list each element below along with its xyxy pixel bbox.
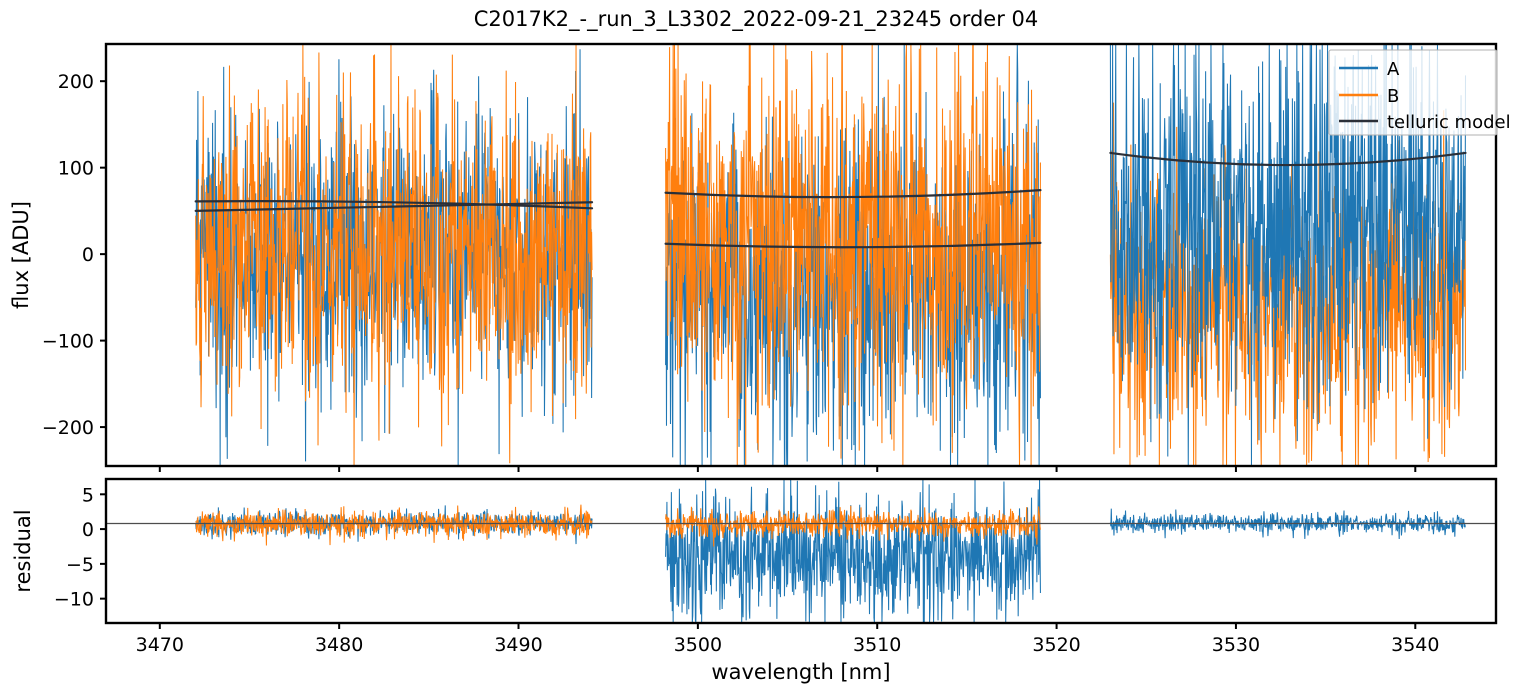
telluric-A bbox=[1109, 151, 1467, 167]
flux-segment-1-b bbox=[195, 44, 593, 466]
telluric-A bbox=[664, 241, 1042, 249]
telluric-B bbox=[194, 201, 594, 212]
x-tick-label-3470: 3470 bbox=[136, 634, 184, 656]
series-trace-a bbox=[1109, 508, 1466, 540]
flux-axis-label: flux [ADU] bbox=[9, 201, 33, 309]
y-tick-label-flux--200: −200 bbox=[42, 417, 94, 439]
y-tick-label-flux-0: 0 bbox=[82, 244, 94, 266]
x-tick-label-3480: 3480 bbox=[315, 634, 363, 656]
legend-label-a: A bbox=[1387, 59, 1400, 80]
y-tick-label-residual--10: −10 bbox=[54, 589, 94, 611]
legend-background bbox=[1328, 49, 1498, 136]
legend-label-telluric: telluric model bbox=[1387, 112, 1511, 133]
residual-axis-label: residual bbox=[11, 509, 35, 592]
legend[interactable]: A B telluric model bbox=[1328, 49, 1511, 136]
wavelength-axis-label: wavelength [nm] bbox=[711, 660, 890, 684]
flux-segment-2-b bbox=[665, 44, 1041, 466]
residual-segment-3-a bbox=[1109, 508, 1466, 540]
series-trace-b bbox=[195, 44, 593, 466]
y-tick-label-residual-0: 0 bbox=[82, 519, 94, 541]
telluric-B bbox=[664, 189, 1042, 199]
y-tick-label-flux-200: 200 bbox=[58, 71, 94, 93]
series-trace-a bbox=[1109, 44, 1467, 466]
x-tick-label-3510: 3510 bbox=[853, 634, 901, 656]
page-title: C2017K2_-_run_3_L3302_2022-09-21_23245 o… bbox=[474, 7, 1039, 32]
y-tick-label-residual-5: 5 bbox=[82, 484, 94, 506]
x-tick-label-3540: 3540 bbox=[1391, 634, 1439, 656]
residual-series-group bbox=[195, 479, 1466, 623]
series-trace-b bbox=[195, 504, 593, 546]
series-trace-b bbox=[665, 44, 1041, 466]
series-trace-a bbox=[665, 479, 1041, 623]
legend-label-b: B bbox=[1387, 86, 1399, 107]
residual-segment-2-a bbox=[665, 479, 1041, 623]
flux-segment-3-a bbox=[1109, 44, 1467, 466]
flux-series-group bbox=[195, 44, 1467, 466]
x-tick-label-3520: 3520 bbox=[1032, 634, 1080, 656]
x-tick-label-3530: 3530 bbox=[1212, 634, 1260, 656]
flux-telluric-group bbox=[194, 151, 1467, 249]
x-tick-label-3500: 3500 bbox=[674, 634, 722, 656]
axis-tick-labels-group: 3470 3480 3490 3500 3510 3520 3530 3540 200 100 0 −… bbox=[42, 71, 1440, 656]
y-tick-label-flux-100: 100 bbox=[58, 158, 94, 180]
axis-ticks-group bbox=[100, 80, 1417, 629]
residual-segment-1-b bbox=[195, 504, 593, 546]
residual-panel-frame bbox=[104, 477, 1498, 625]
telluric-A bbox=[194, 200, 594, 210]
y-tick-label-residual--5: −5 bbox=[66, 554, 94, 576]
x-tick-label-3490: 3490 bbox=[494, 634, 542, 656]
y-tick-label-flux--100: −100 bbox=[42, 331, 94, 353]
